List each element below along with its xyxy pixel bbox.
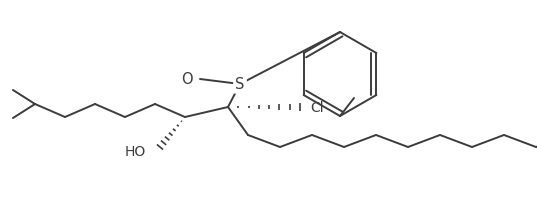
Text: HO: HO: [125, 144, 146, 158]
Text: S: S: [235, 77, 245, 92]
Text: O: O: [182, 72, 193, 87]
Text: Cl: Cl: [310, 101, 324, 114]
